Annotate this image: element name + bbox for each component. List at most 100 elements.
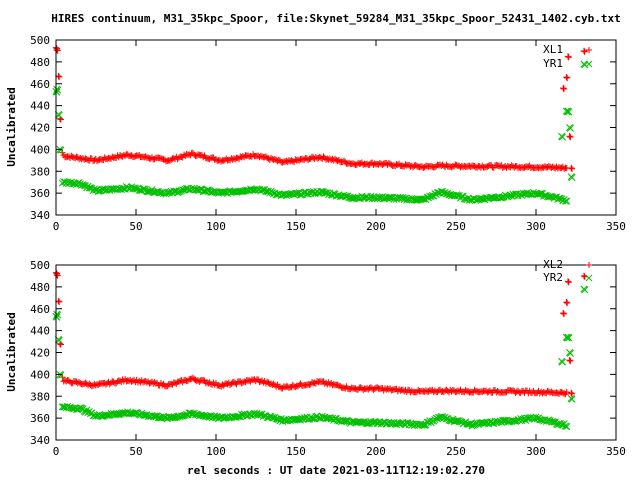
data-point — [308, 414, 316, 422]
bottom-panel: Uncalibrated 340360380400420440460480500… — [5, 258, 626, 458]
data-point — [163, 189, 171, 197]
data-point — [568, 390, 576, 397]
data-point — [565, 334, 573, 342]
data-point — [581, 273, 588, 280]
y-tick-label: 420 — [30, 122, 50, 135]
series-xl2 — [52, 269, 588, 398]
series-yr1 — [52, 60, 589, 205]
data-point — [54, 86, 62, 94]
data-point — [549, 418, 557, 426]
y-tick-label: 380 — [30, 165, 50, 178]
data-point — [568, 389, 575, 397]
data-point — [508, 192, 516, 200]
data-point — [564, 299, 571, 307]
bottom-data-marks — [52, 269, 589, 431]
data-point — [304, 190, 312, 198]
data-point — [580, 47, 588, 55]
data-point — [566, 133, 573, 140]
data-point — [54, 47, 61, 54]
data-point — [560, 309, 567, 317]
data-point — [341, 417, 349, 425]
data-point — [203, 186, 211, 194]
data-point — [564, 278, 572, 285]
y-tick-label: 360 — [30, 412, 50, 425]
y-tick-label: 460 — [30, 78, 50, 91]
bottom-ticks: 340 360 380 400 420 440 460 480 500 0 50 100 150 200 2… — [30, 259, 626, 458]
data-point — [127, 183, 136, 191]
data-point — [567, 133, 574, 141]
data-point — [580, 272, 588, 280]
data-point — [57, 371, 65, 379]
data-point — [139, 185, 147, 193]
data-point — [56, 298, 63, 306]
data-point — [255, 410, 264, 418]
data-point — [53, 46, 60, 54]
bottom-plot-frame — [55, 264, 617, 441]
data-point — [54, 272, 61, 279]
data-point — [211, 188, 219, 196]
data-point — [563, 298, 570, 306]
data-point — [135, 186, 143, 194]
data-point — [343, 192, 351, 201]
x-tick-label: 200 — [366, 220, 386, 233]
x-tick-label: 200 — [366, 445, 386, 458]
data-point — [563, 197, 571, 205]
data-point — [564, 53, 572, 60]
data-point — [563, 73, 570, 81]
x-tick-label: 0 — [53, 445, 60, 458]
data-point — [419, 195, 427, 203]
data-point — [399, 194, 407, 202]
y-tick-label: 400 — [30, 368, 50, 381]
top-data-marks — [52, 44, 589, 205]
y-tick-label: 480 — [30, 56, 50, 69]
x-tick-label: 250 — [446, 220, 466, 233]
data-point — [568, 164, 575, 172]
data-point — [560, 84, 567, 92]
data-point — [500, 416, 508, 424]
data-point — [558, 133, 566, 141]
x-tick-label: 350 — [606, 445, 626, 458]
data-point — [565, 279, 572, 286]
data-point — [561, 422, 569, 430]
data-point — [567, 357, 574, 365]
data-point — [568, 395, 576, 403]
bottom-legend: XL2 YR2 — [543, 258, 593, 284]
legend-mark-yr1 — [585, 60, 593, 68]
data-point — [53, 271, 60, 279]
y-tick-label: 360 — [30, 187, 50, 200]
data-point — [258, 186, 266, 194]
y-tick-label: 340 — [30, 209, 50, 222]
y-tick-label: 380 — [30, 390, 50, 403]
top-ticks: 340 360 380 400 420 440 460 480 500 0 50 100 150 200 2… — [30, 34, 626, 233]
x-tick-label: 300 — [526, 220, 546, 233]
legend-label-yr1: YR1 — [543, 57, 563, 70]
x-tick-label: 250 — [446, 445, 466, 458]
x-tick-label: 100 — [206, 445, 226, 458]
data-point — [568, 165, 576, 172]
data-point — [565, 54, 572, 61]
data-point — [151, 412, 159, 420]
data-point — [53, 88, 61, 96]
legend-mark-xl2 — [586, 262, 592, 268]
legend-mark-xl1 — [586, 47, 592, 53]
y-tick-label: 460 — [30, 303, 50, 316]
x-tick-label: 50 — [129, 220, 142, 233]
y-tick-label: 440 — [30, 100, 50, 113]
data-point — [55, 111, 63, 119]
data-point — [317, 187, 325, 195]
data-point — [234, 412, 242, 421]
data-point — [454, 417, 462, 425]
y-tick-label: 500 — [30, 259, 50, 272]
x-tick-label: 150 — [286, 220, 306, 233]
data-point — [558, 358, 566, 366]
x-tick-label: 0 — [53, 220, 60, 233]
top-legend: XL1 YR1 — [543, 43, 593, 70]
data-point — [81, 182, 89, 190]
data-point — [566, 124, 574, 132]
chart-title: HIRES continuum, M31_35kpc_Spoor, file:S… — [51, 12, 621, 25]
data-point — [581, 286, 589, 294]
data-point — [565, 108, 573, 116]
data-point — [131, 409, 139, 417]
data-point — [568, 173, 576, 182]
